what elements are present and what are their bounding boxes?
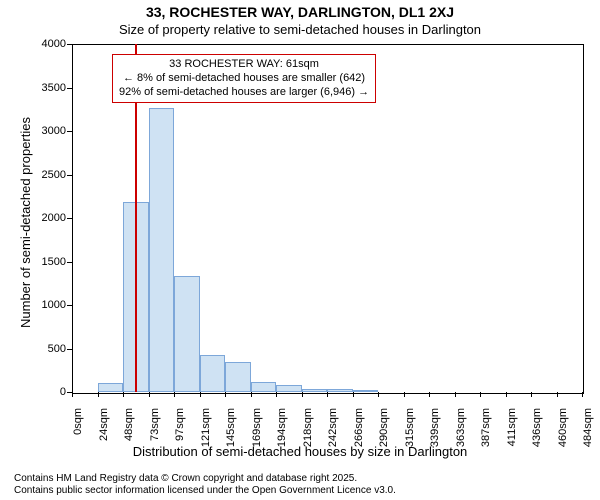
chart-title: 33, ROCHESTER WAY, DARLINGTON, DL1 2XJ [0, 4, 600, 20]
x-tick-label: 218sqm [302, 408, 314, 454]
x-tick-label: 145sqm [225, 408, 237, 454]
y-tick-mark [67, 218, 72, 219]
x-tick-label: 460sqm [557, 408, 569, 454]
annotation-line: 92% of semi-detached houses are larger (… [119, 86, 369, 100]
x-tick-mark [200, 392, 201, 397]
x-tick-mark [353, 392, 354, 397]
x-tick-label: 97sqm [174, 408, 186, 454]
x-tick-label: 436sqm [531, 408, 543, 454]
x-tick-label: 73sqm [149, 408, 161, 454]
histogram-bar [276, 385, 302, 392]
x-tick-mark [251, 392, 252, 397]
x-tick-mark [149, 392, 150, 397]
histogram-bar [174, 276, 200, 392]
x-tick-mark [302, 392, 303, 397]
x-tick-label: 387sqm [480, 408, 492, 454]
x-tick-mark [378, 392, 379, 397]
x-tick-mark [582, 392, 583, 397]
y-tick-mark [67, 305, 72, 306]
annotation-box: 33 ROCHESTER WAY: 61sqm← 8% of semi-deta… [112, 54, 376, 103]
x-tick-mark [480, 392, 481, 397]
x-tick-label: 0sqm [72, 408, 84, 454]
x-tick-label: 363sqm [455, 408, 467, 454]
histogram-bar [327, 389, 353, 392]
histogram-bar [98, 383, 124, 392]
y-tick-mark [67, 44, 72, 45]
histogram-bar [353, 390, 379, 392]
chart-subtitle: Size of property relative to semi-detach… [0, 22, 600, 37]
y-tick-label: 1000 [30, 299, 66, 311]
y-tick-mark [67, 262, 72, 263]
histogram-bar [149, 108, 175, 392]
x-tick-mark [327, 392, 328, 397]
x-tick-label: 48sqm [123, 408, 135, 454]
x-tick-label: 339sqm [429, 408, 441, 454]
y-tick-label: 500 [30, 343, 66, 355]
x-tick-mark [276, 392, 277, 397]
x-tick-mark [429, 392, 430, 397]
y-tick-mark [67, 349, 72, 350]
x-tick-mark [174, 392, 175, 397]
y-tick-label: 2000 [30, 212, 66, 224]
y-tick-label: 3000 [30, 125, 66, 137]
histogram-bar [251, 382, 277, 392]
footer-line-2: Contains public sector information licen… [0, 485, 396, 496]
x-tick-label: 194sqm [276, 408, 288, 454]
x-tick-label: 484sqm [582, 408, 594, 454]
x-tick-mark [455, 392, 456, 397]
x-tick-mark [557, 392, 558, 397]
histogram-bar [302, 389, 328, 392]
y-tick-label: 1500 [30, 256, 66, 268]
x-tick-label: 290sqm [378, 408, 390, 454]
x-tick-mark [506, 392, 507, 397]
x-tick-mark [404, 392, 405, 397]
x-tick-label: 24sqm [98, 408, 110, 454]
y-tick-label: 3500 [30, 82, 66, 94]
annotation-line: 33 ROCHESTER WAY: 61sqm [119, 58, 369, 72]
y-tick-label: 0 [30, 386, 66, 398]
histogram-bar [225, 362, 251, 392]
x-tick-label: 169sqm [251, 408, 263, 454]
x-tick-mark [98, 392, 99, 397]
y-tick-mark [67, 131, 72, 132]
x-tick-mark [225, 392, 226, 397]
x-tick-label: 411sqm [506, 408, 518, 454]
x-tick-mark [531, 392, 532, 397]
y-tick-mark [67, 175, 72, 176]
x-tick-mark [123, 392, 124, 397]
footer-line-1: Contains HM Land Registry data © Crown c… [0, 473, 357, 484]
y-tick-label: 2500 [30, 169, 66, 181]
x-tick-mark [72, 392, 73, 397]
histogram-bar [200, 355, 226, 392]
y-tick-mark [67, 88, 72, 89]
x-tick-label: 315sqm [404, 408, 416, 454]
x-tick-label: 242sqm [327, 408, 339, 454]
x-tick-label: 121sqm [200, 408, 212, 454]
annotation-line: ← 8% of semi-detached houses are smaller… [119, 72, 369, 86]
x-tick-label: 266sqm [353, 408, 365, 454]
y-tick-label: 4000 [30, 38, 66, 50]
